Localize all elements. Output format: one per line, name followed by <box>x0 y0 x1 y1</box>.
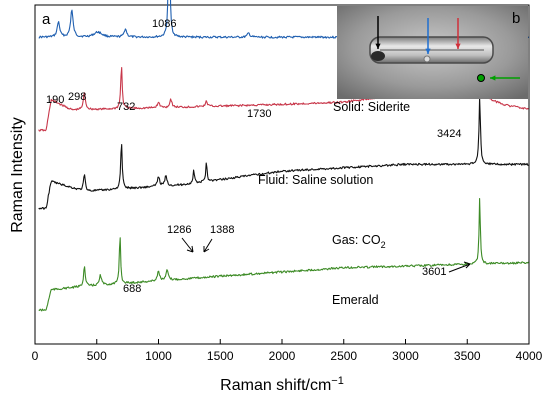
x-tick-label: 0 <box>32 349 39 363</box>
series-label-siderite: Solid: Siderite <box>333 100 410 114</box>
peak-label-1730: 1730 <box>247 108 271 120</box>
inset-arrow <box>375 16 381 49</box>
inclusion-solid-grain <box>423 55 431 63</box>
series-label-saline: Fluid: Saline solution <box>258 173 373 187</box>
peak-label-688: 688 <box>123 283 141 295</box>
x-axis-ticks: 0 500 1000 1500 2000 2500 3000 3500 4000 <box>32 339 543 363</box>
y-axis-label: Raman Intensity <box>9 117 26 233</box>
panel-label-b: b <box>512 10 520 27</box>
x-axis-label: Raman shift/cm−1 <box>220 375 344 394</box>
series-labels: Solid: Siderite Fluid: Saline solution G… <box>258 100 410 307</box>
x-tick-label: 2000 <box>269 349 296 363</box>
inset-arrow <box>425 18 431 54</box>
x-tick-label: 1000 <box>145 349 172 363</box>
x-tick-label: 4000 <box>516 349 543 363</box>
inset-arrow <box>455 18 461 49</box>
pointer-arrow-3601 <box>448 261 471 273</box>
panel-label-a: a <box>42 11 51 28</box>
x-tick-label: 500 <box>87 349 107 363</box>
peak-label-732: 732 <box>117 101 135 113</box>
inset-arrow <box>490 75 520 81</box>
peak-label-1388: 1388 <box>210 224 234 236</box>
peak-label-3424: 3424 <box>437 128 461 140</box>
inset-micrograph <box>337 6 528 99</box>
x-tick-label: 1500 <box>207 349 234 363</box>
peak-label-1286: 1286 <box>167 224 191 236</box>
x-tick-label: 3500 <box>454 349 481 363</box>
inclusion-bubble <box>371 51 385 61</box>
peak-label-1086: 1086 <box>152 18 176 30</box>
peak-label-3601: 3601 <box>422 266 446 278</box>
x-tick-label: 2500 <box>330 349 357 363</box>
inset-arrows <box>375 16 520 82</box>
peak-labels: 190 298 732 1086 1730 3424 1286 1388 688… <box>46 18 461 295</box>
inset-target-dot <box>477 74 485 82</box>
pointer-arrow-1286 <box>181 237 194 253</box>
series-label-emerald: Emerald <box>332 293 379 307</box>
pointer-arrow-1388 <box>203 238 213 253</box>
peak-pointer-arrows <box>181 237 471 273</box>
x-tick-label: 3000 <box>392 349 419 363</box>
peak-label-190: 190 <box>46 94 64 106</box>
series-label-co2: Gas: CO2 <box>332 233 386 250</box>
spectrum-line <box>38 96 529 210</box>
spectrum-line <box>38 197 529 312</box>
peak-label-298: 298 <box>68 91 86 103</box>
